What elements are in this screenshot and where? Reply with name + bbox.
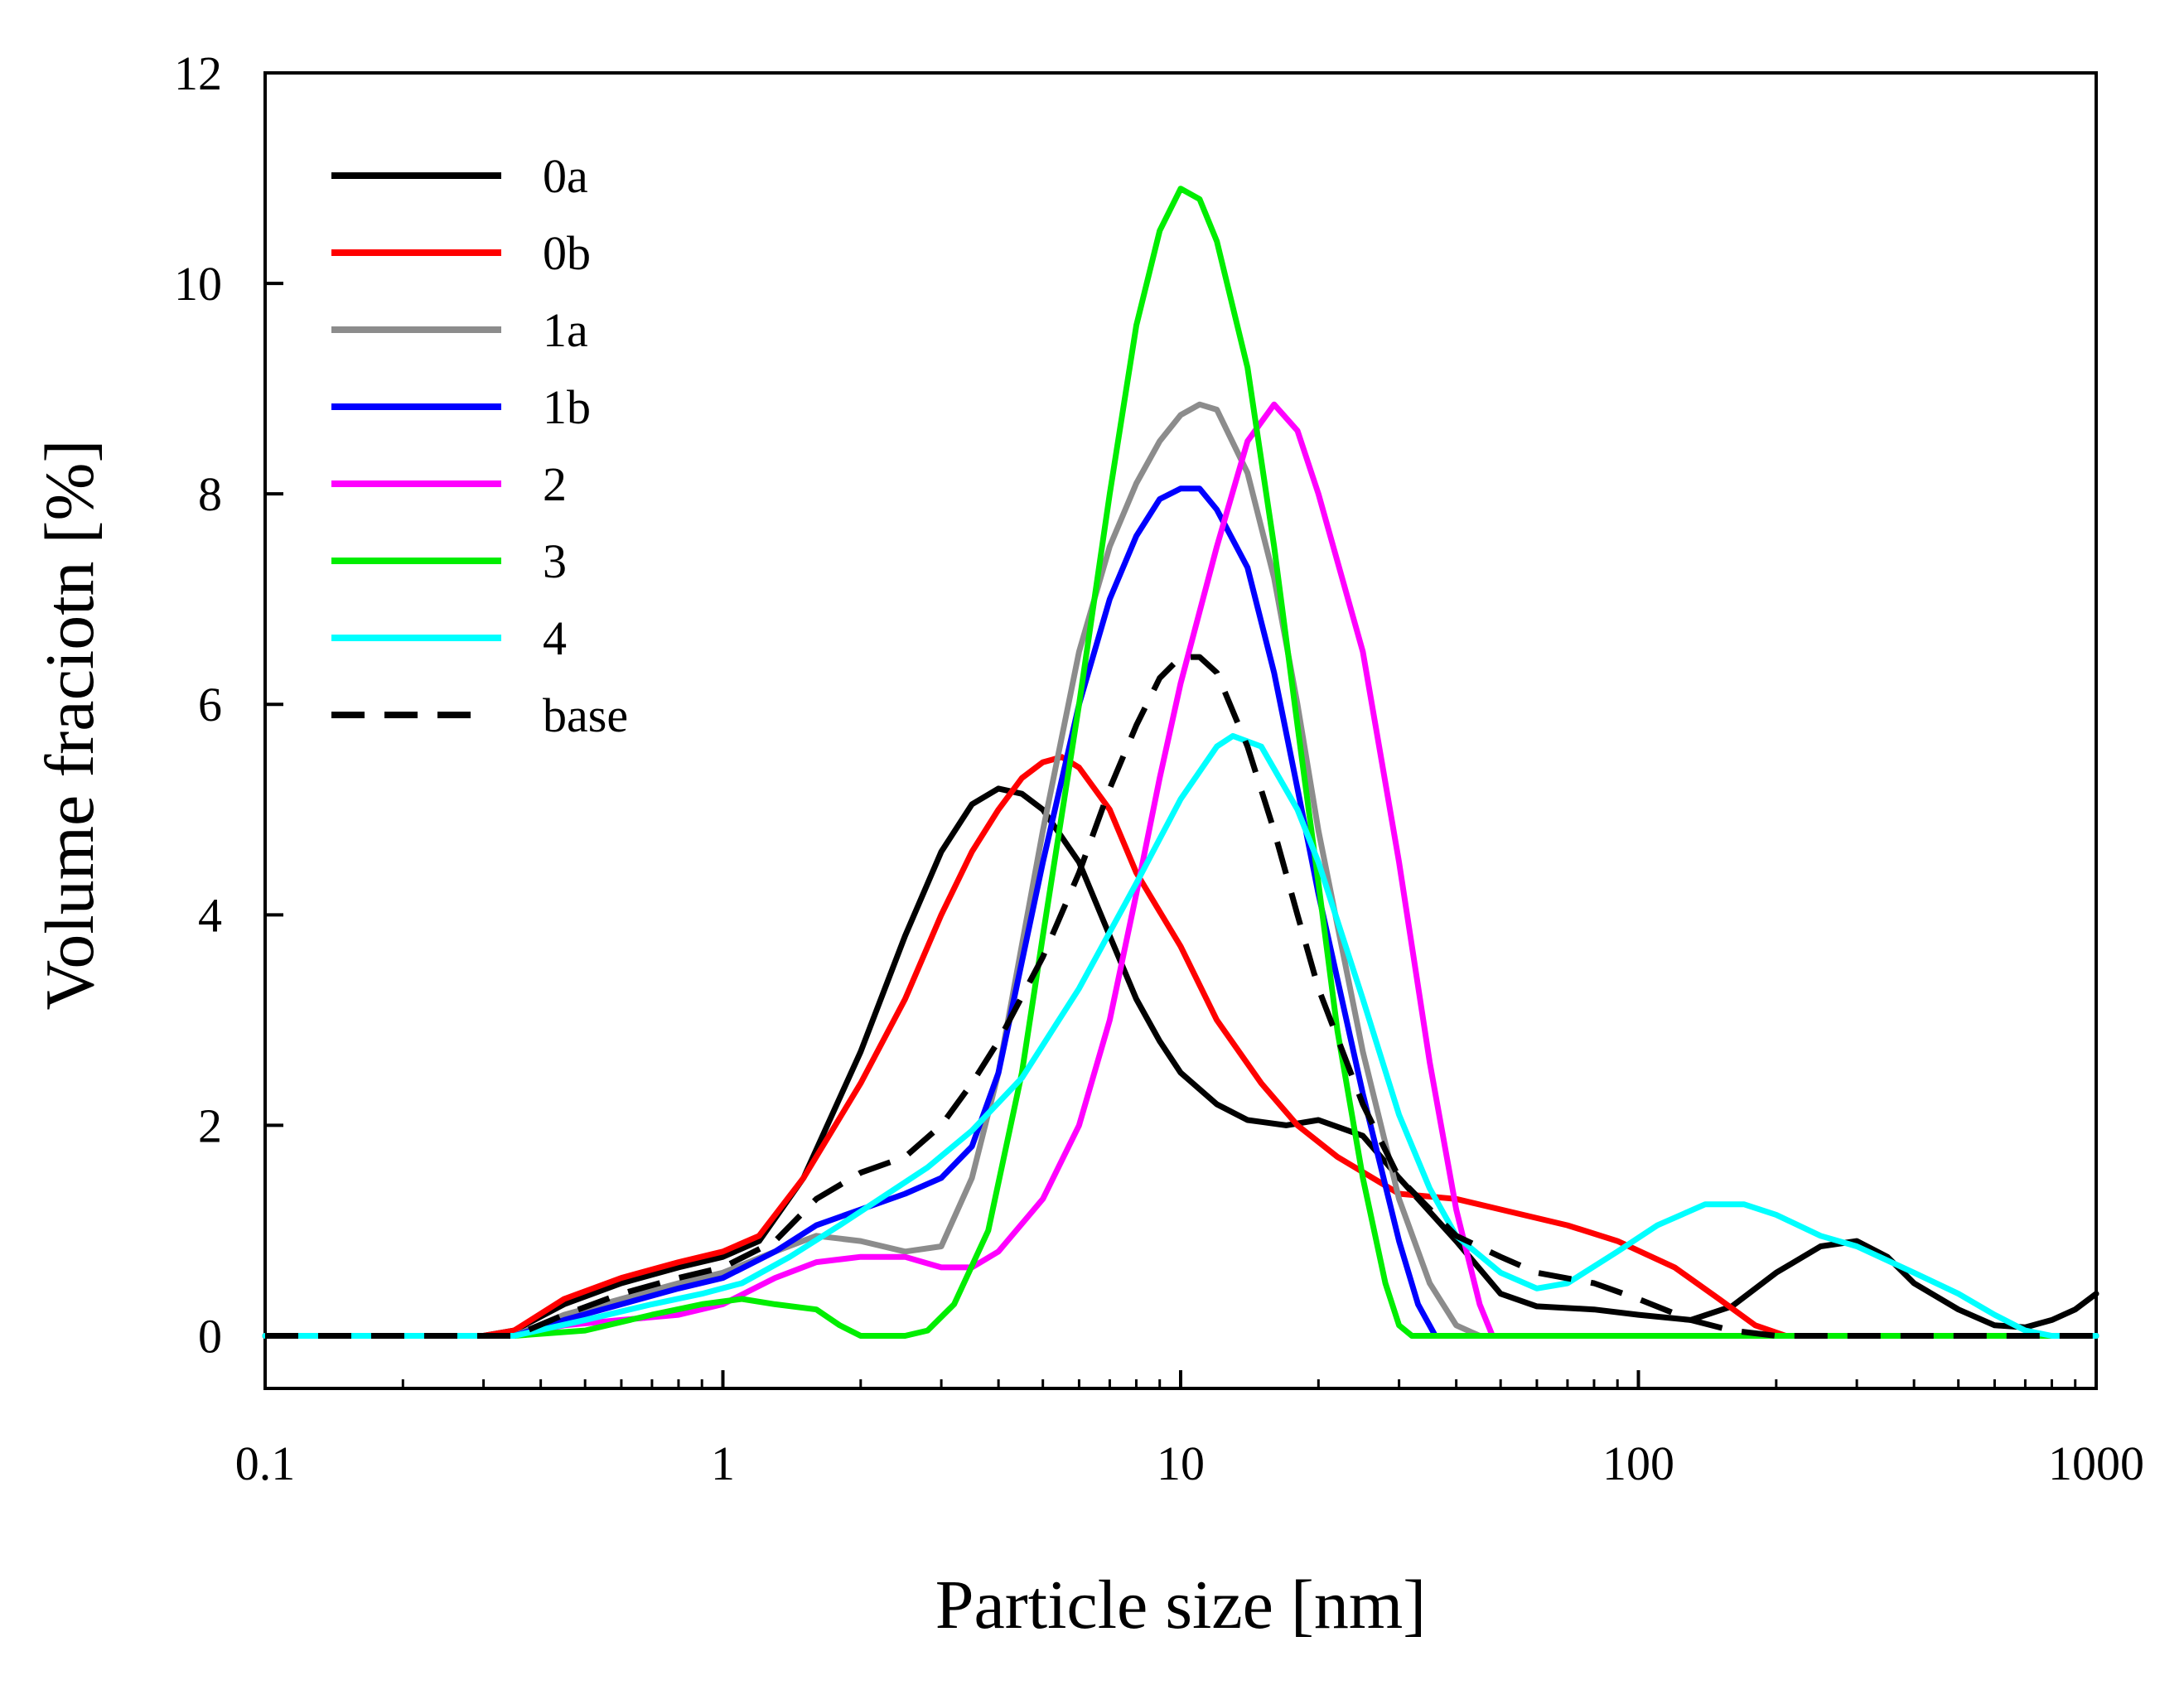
series-line-2: [262, 401, 2099, 1339]
y-tick-label: 2: [198, 1098, 222, 1152]
x-axis-label: Particle size [nm]: [935, 1567, 1426, 1644]
series-line-3: [262, 186, 2099, 1339]
y-tick-label: 6: [198, 678, 222, 731]
y-tick-label: 10: [174, 257, 222, 311]
legend-label-base: base: [543, 688, 628, 742]
y-tick-label: 0: [198, 1309, 222, 1363]
x-tick-label: 100: [1602, 1436, 1674, 1490]
series-line-4: [262, 732, 2099, 1339]
series-lines: [262, 186, 2099, 1339]
y-axis-ticks: 0 2 4 6 8 10 12: [174, 46, 283, 1363]
legend-label-0b: 0b: [543, 226, 591, 280]
x-axis-ticks: 0.1 1 10 100 1000: [235, 1370, 2144, 1490]
y-axis-label: Volume fraciotn [%]: [31, 440, 109, 1011]
x-tick-label: 1000: [2048, 1436, 2144, 1490]
legend-label-0a: 0a: [543, 149, 588, 203]
series-line-1a: [262, 401, 2099, 1339]
series-line-0b: [262, 754, 2099, 1339]
y-tick-label: 8: [198, 467, 222, 521]
legend-label-1a: 1a: [543, 303, 588, 357]
series-line-base: [265, 654, 2096, 1339]
x-tick-label: 10: [1157, 1436, 1205, 1490]
x-tick-label: 1: [711, 1436, 735, 1490]
series-line-1b: [262, 485, 2099, 1339]
legend-label-1b: 1b: [543, 380, 591, 434]
x-tick-label: 0.1: [235, 1436, 296, 1490]
legend-label-2: 2: [543, 457, 567, 511]
legend-label-4: 4: [543, 611, 567, 665]
plot-frame: [263, 71, 2098, 1390]
y-tick-label: 4: [198, 888, 222, 942]
y-tick-label: 12: [174, 46, 222, 100]
series-line-0a: [262, 785, 2099, 1339]
legend-label-3: 3: [543, 534, 567, 588]
legend: 0a 0b 1a 1b 2 3 4 base: [331, 149, 628, 742]
